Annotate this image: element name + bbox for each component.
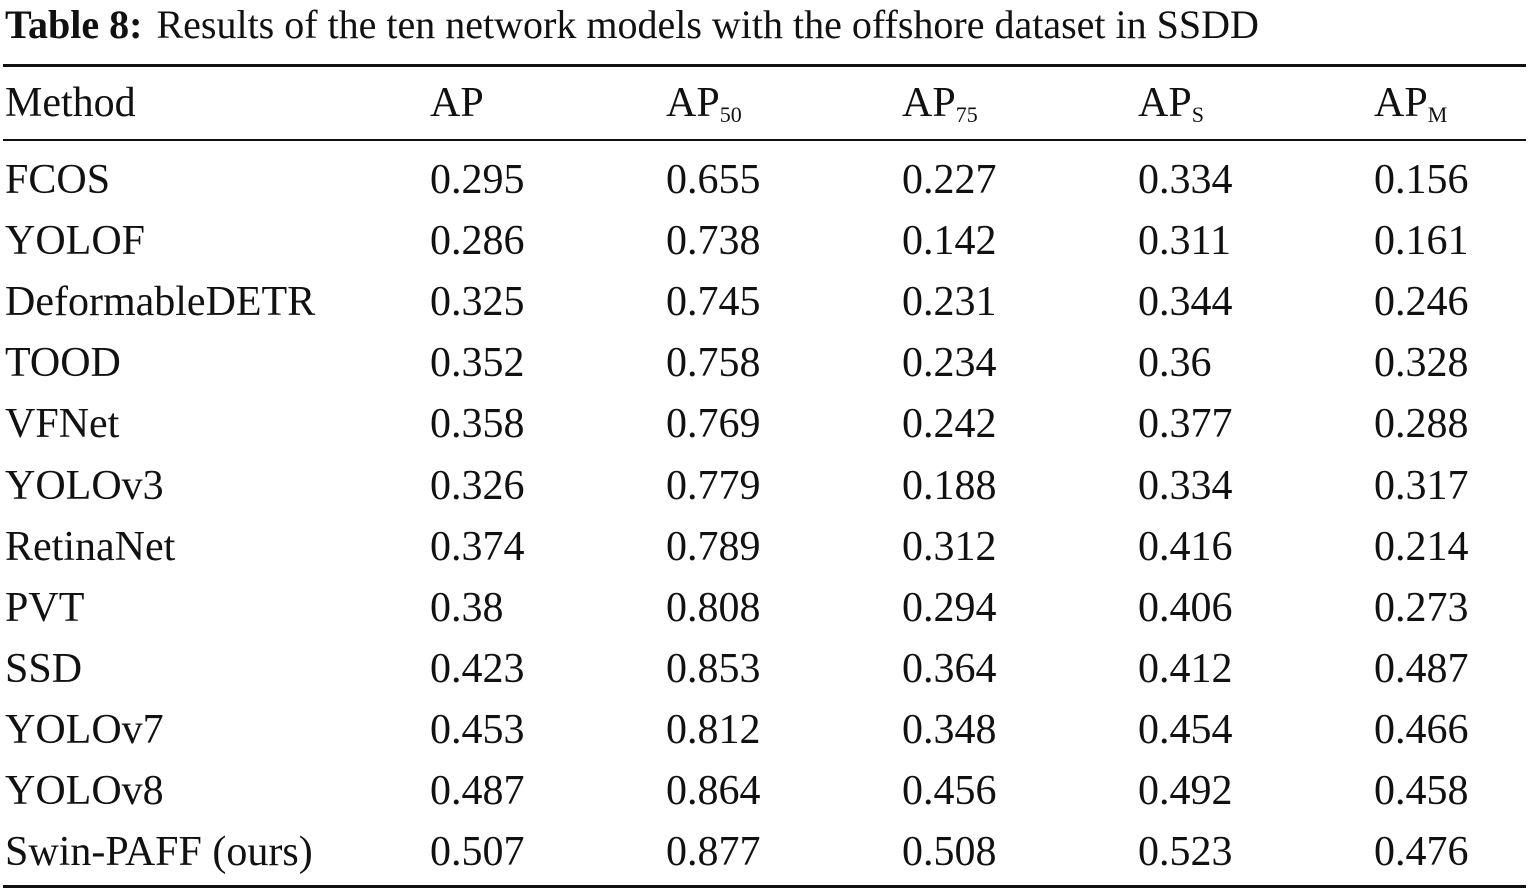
caption-label: Table 8:: [5, 2, 143, 47]
value-cell: 0.352: [430, 340, 525, 387]
header-subscript: M: [1427, 102, 1448, 127]
value-cell: 0.877: [666, 829, 761, 876]
value-cell: 0.188: [902, 462, 997, 509]
value-cell: 0.456: [902, 768, 997, 814]
value-cell: 0.864: [666, 768, 761, 814]
value-cell: 0.312: [902, 523, 997, 570]
value-cell: 0.423: [430, 645, 525, 692]
header-text: AP: [430, 80, 484, 126]
value-cell: 0.523: [1138, 829, 1233, 876]
header-cell: APM: [1374, 78, 1447, 140]
value-cell: 0.246: [1374, 279, 1469, 326]
value-cell: 0.853: [666, 645, 761, 692]
value-cell: 0.745: [666, 279, 761, 326]
value-cell: 0.416: [1138, 523, 1233, 570]
top-rule: [3, 64, 1526, 67]
value-cell: 0.508: [902, 829, 997, 876]
value-cell: 0.487: [430, 768, 525, 814]
value-cell: 0.334: [1138, 157, 1233, 203]
value-cell: 0.142: [902, 218, 997, 265]
value-cell: 0.295: [430, 157, 525, 203]
caption-text: Results of the ten network models with t…: [156, 2, 1259, 47]
value-cell: 0.507: [430, 829, 525, 876]
value-cell: 0.334: [1138, 462, 1233, 509]
value-cell: 0.406: [1138, 584, 1233, 631]
header-text: Method: [5, 80, 136, 126]
value-cell: 0.348: [902, 706, 997, 753]
method-cell: YOLOv7: [5, 706, 164, 753]
value-cell: 0.412: [1138, 645, 1233, 692]
bottom-rule: [3, 885, 1526, 888]
value-cell: 0.234: [902, 340, 997, 387]
method-cell: SSD: [5, 645, 83, 692]
header-subscript: S: [1191, 102, 1204, 127]
value-cell: 0.789: [666, 523, 761, 570]
method-cell: DeformableDETR: [5, 279, 316, 326]
header-text: AP: [902, 80, 956, 126]
value-cell: 0.655: [666, 157, 761, 203]
method-cell: YOLOF: [5, 218, 146, 265]
value-cell: 0.738: [666, 218, 761, 265]
value-cell: 0.242: [902, 401, 997, 448]
value-cell: 0.328: [1374, 340, 1469, 387]
value-cell: 0.453: [430, 706, 525, 753]
header-rule: [3, 139, 1526, 141]
header-text: AP: [666, 80, 720, 126]
header-cell: AP75: [902, 78, 978, 140]
method-cell: TOOD: [5, 340, 121, 387]
value-cell: 0.769: [666, 401, 761, 448]
value-cell: 0.364: [902, 645, 997, 692]
value-cell: 0.779: [666, 462, 761, 509]
value-cell: 0.758: [666, 340, 761, 387]
method-cell: FCOS: [5, 157, 111, 203]
value-cell: 0.325: [430, 279, 525, 326]
method-cell: VFNet: [5, 401, 120, 448]
value-cell: 0.454: [1138, 706, 1233, 753]
header-subscript: 75: [955, 102, 978, 127]
header-cell: APS: [1138, 78, 1204, 140]
value-cell: 0.38: [430, 584, 504, 631]
header-cell: AP50: [666, 78, 742, 140]
value-cell: 0.317: [1374, 462, 1469, 509]
method-cell: PVT: [5, 584, 85, 631]
value-cell: 0.288: [1374, 401, 1469, 448]
method-cell: RetinaNet: [5, 523, 176, 570]
header-text: AP: [1138, 80, 1192, 126]
value-cell: 0.812: [666, 706, 761, 753]
value-cell: 0.231: [902, 279, 997, 326]
caption: Table 8: Results of the ten network model…: [5, 0, 1259, 50]
value-cell: 0.458: [1374, 768, 1469, 814]
value-cell: 0.326: [430, 462, 525, 509]
method-cell: YOLOv3: [5, 462, 164, 509]
value-cell: 0.358: [430, 401, 525, 448]
value-cell: 0.36: [1138, 340, 1212, 387]
value-cell: 0.344: [1138, 279, 1233, 326]
value-cell: 0.311: [1138, 218, 1231, 265]
value-cell: 0.487: [1374, 645, 1469, 692]
header-cell: AP: [430, 78, 484, 128]
value-cell: 0.808: [666, 584, 761, 631]
method-cell: YOLOv8: [5, 768, 164, 814]
value-cell: 0.492: [1138, 768, 1233, 814]
value-cell: 0.227: [902, 157, 997, 203]
method-cell: Swin-PAFF (ours): [5, 829, 313, 876]
value-cell: 0.161: [1374, 218, 1469, 265]
value-cell: 0.377: [1138, 401, 1233, 448]
value-cell: 0.273: [1374, 584, 1469, 631]
header-cell: Method: [5, 78, 136, 128]
value-cell: 0.466: [1374, 706, 1469, 753]
header-text: AP: [1374, 80, 1428, 126]
value-cell: 0.156: [1374, 157, 1469, 203]
value-cell: 0.286: [430, 218, 525, 265]
header-subscript: 50: [719, 102, 742, 127]
value-cell: 0.476: [1374, 829, 1469, 876]
value-cell: 0.214: [1374, 523, 1469, 570]
value-cell: 0.294: [902, 584, 997, 631]
value-cell: 0.374: [430, 523, 525, 570]
